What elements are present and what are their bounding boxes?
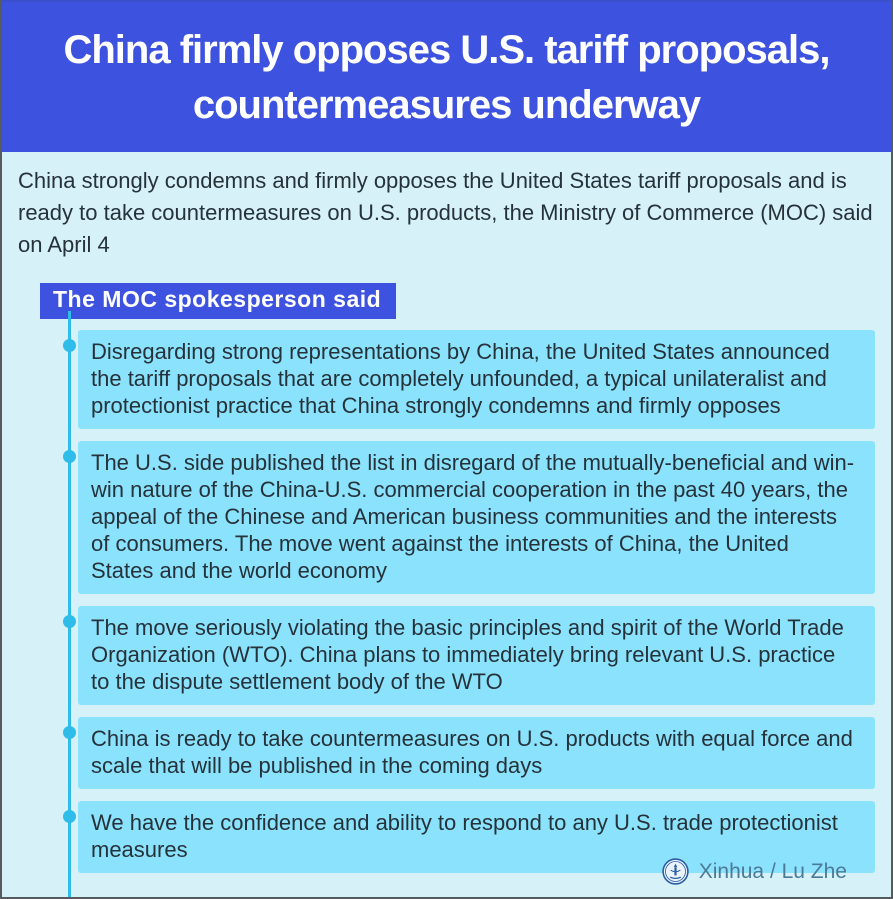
bullet-text: The move seriously violating the basic p… xyxy=(91,615,844,694)
headline-line-1: China firmly opposes U.S. tariff proposa… xyxy=(63,27,830,72)
bullet-card-1: Disregarding strong representations by C… xyxy=(63,330,875,429)
bullet-dot xyxy=(63,615,76,628)
bullet-dot xyxy=(63,450,76,463)
bullet-card-2: The U.S. side published the list in disr… xyxy=(63,441,875,594)
bullet-dot xyxy=(63,339,76,352)
credit-row: Xinhua / Lu Zhe xyxy=(662,858,847,885)
intro-paragraph: China strongly condemns and firmly oppos… xyxy=(18,168,873,257)
bullet-dot xyxy=(63,726,76,739)
headline-line-2: countermeasures underway xyxy=(192,82,701,127)
timeline-line xyxy=(68,311,71,897)
bullet-list: Disregarding strong representations by C… xyxy=(63,330,875,873)
credit-text: Xinhua / Lu Zhe xyxy=(698,859,847,883)
bullet-card-4: China is ready to take countermeasures o… xyxy=(63,717,875,789)
bullet-text: Disregarding strong representations by C… xyxy=(91,339,830,418)
bullet-text: The U.S. side published the list in disr… xyxy=(91,450,855,583)
bullet-text: China is ready to take countermeasures o… xyxy=(91,726,853,778)
bullet-dot xyxy=(63,810,76,823)
bullet-text: We have the confidence and ability to re… xyxy=(91,810,838,862)
bullet-card-3: The move seriously violating the basic p… xyxy=(63,606,875,705)
header-banner: China firmly opposes U.S. tariff proposa… xyxy=(2,0,891,152)
bullet-card-5: We have the confidence and ability to re… xyxy=(63,801,875,873)
xinhua-emblem-icon xyxy=(662,858,689,885)
spokesperson-label: The MOC spokesperson said xyxy=(40,283,397,319)
